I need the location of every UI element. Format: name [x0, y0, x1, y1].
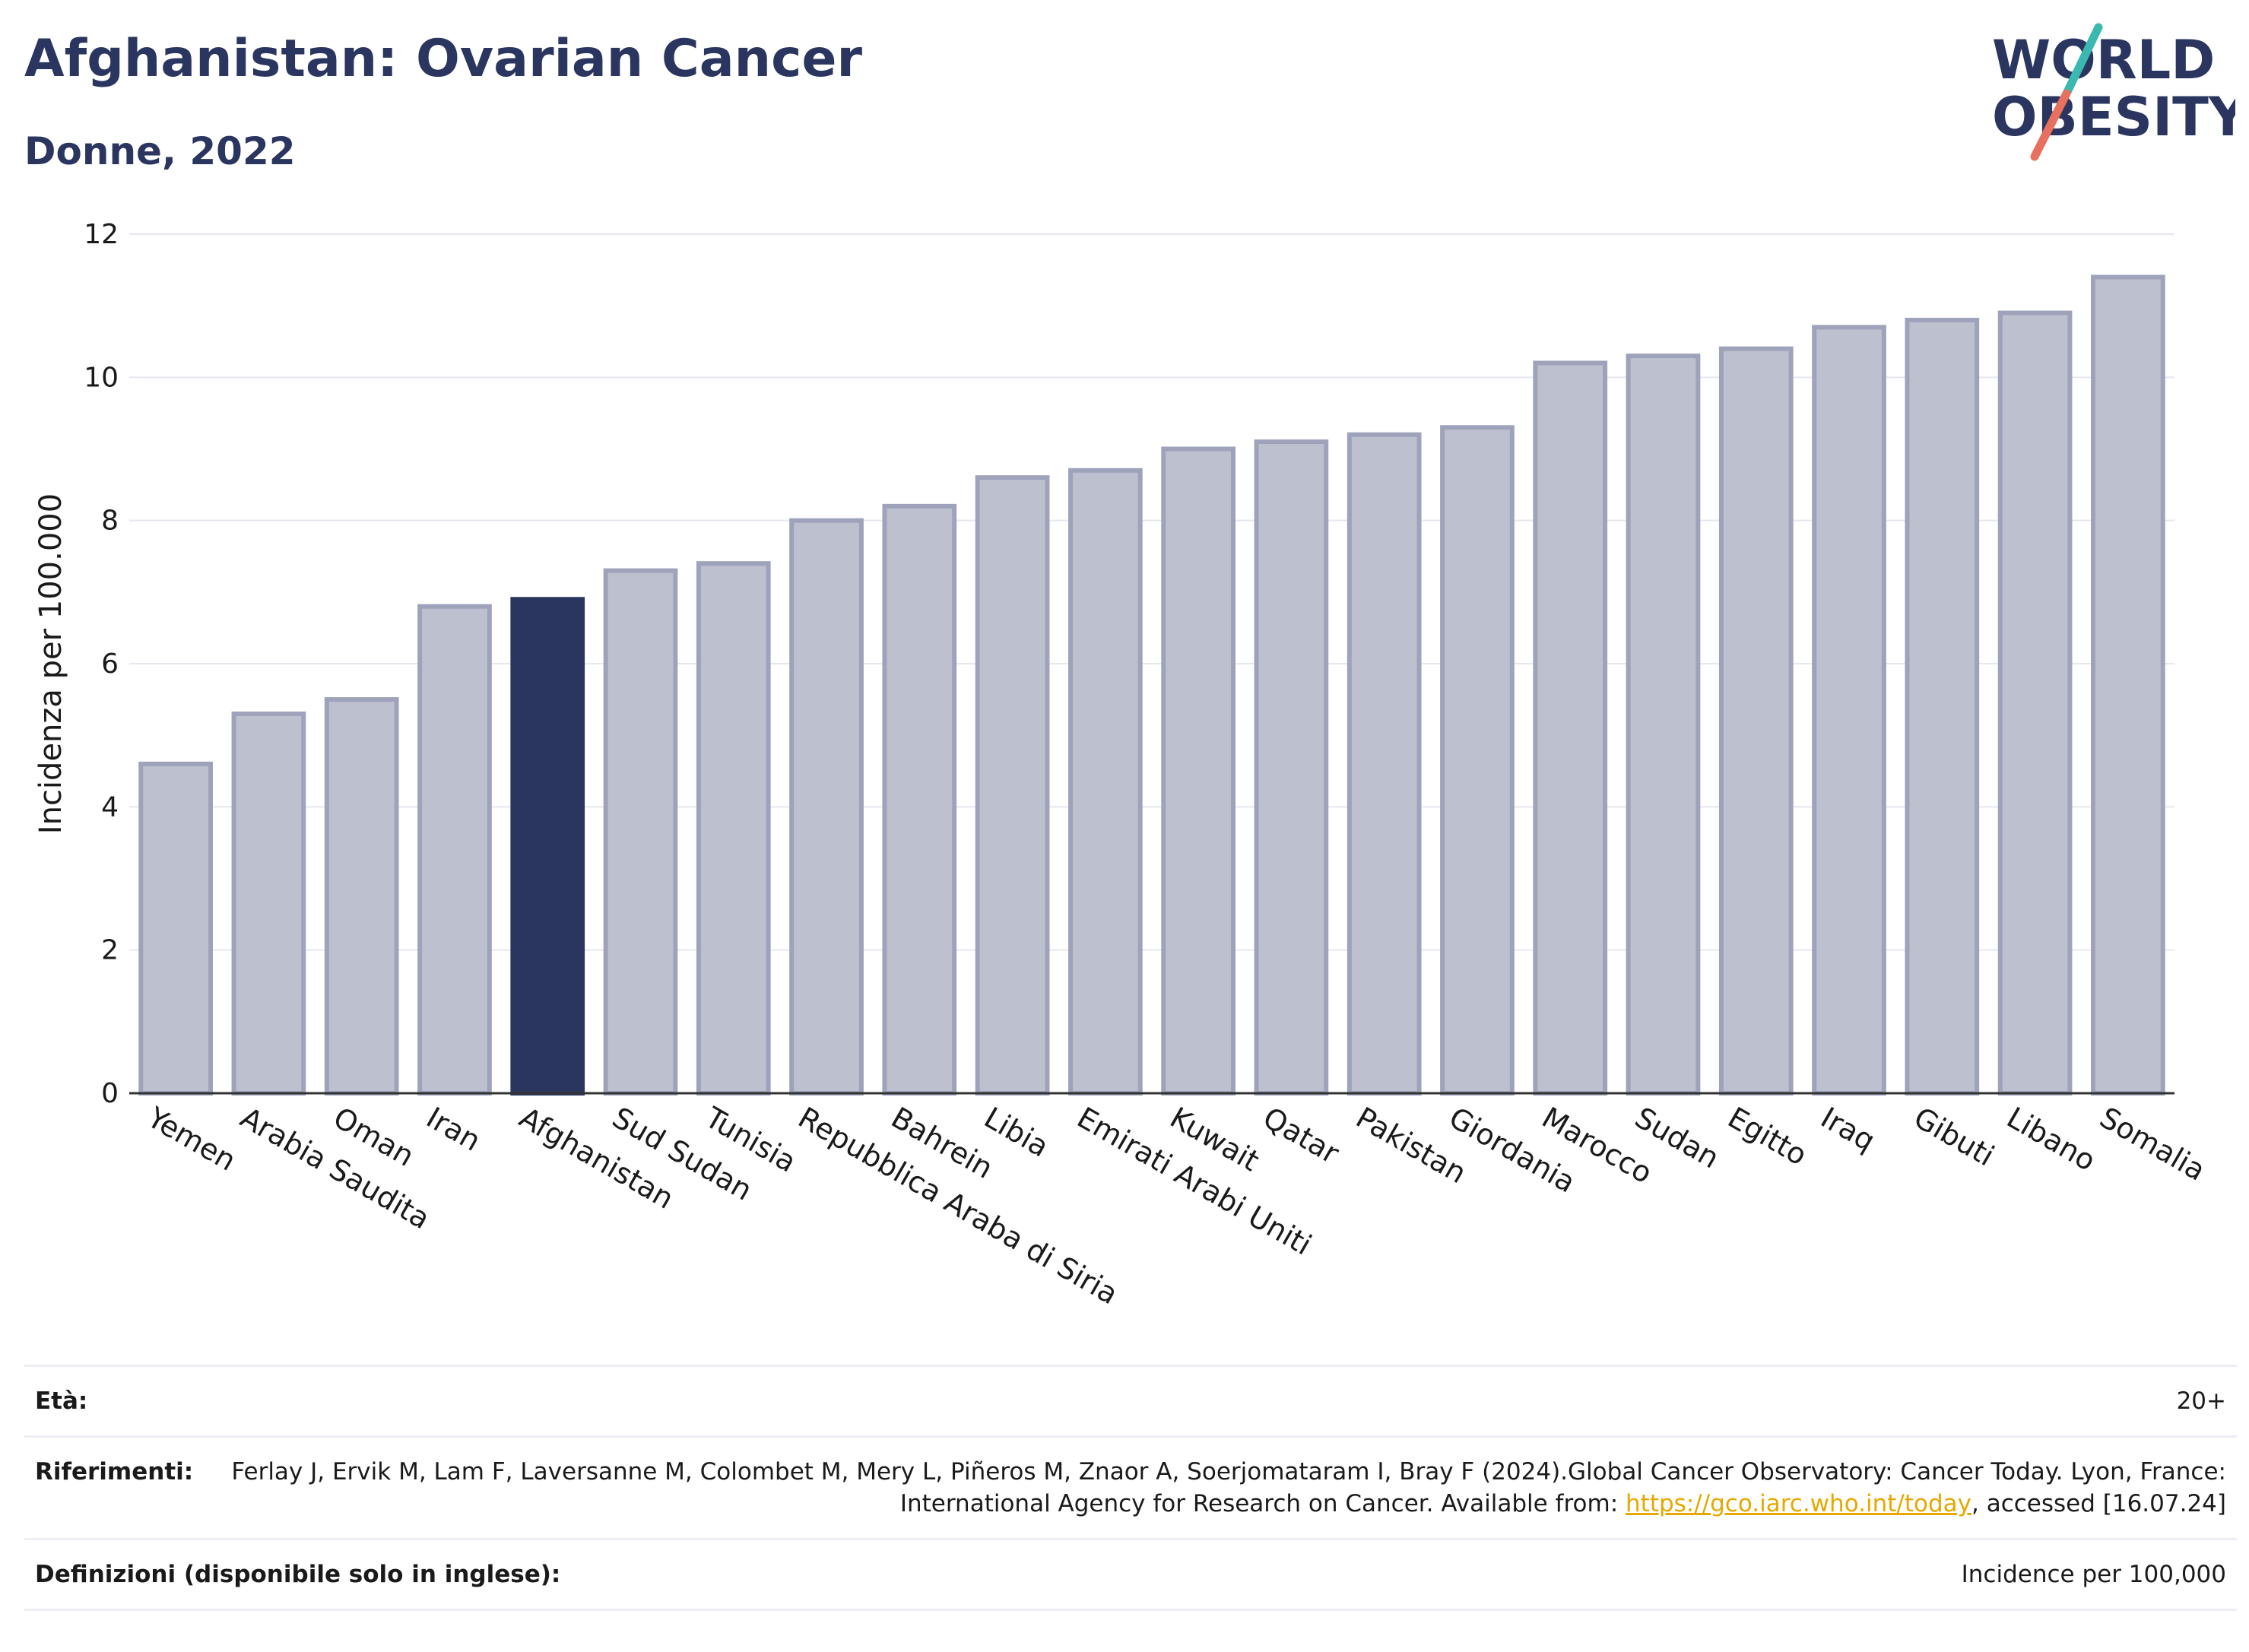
bar-sudan — [1626, 354, 1701, 1096]
definitions-label: Definizioni (disponibile solo in inglese… — [35, 1561, 561, 1588]
x-tick-label: Somalia — [2094, 1101, 2211, 1187]
bar-somalia — [2091, 274, 2165, 1096]
bar-pakistan — [1347, 432, 1422, 1096]
definitions-value: Incidence per 100,000 — [1961, 1561, 2226, 1588]
bar-kuwait — [1161, 446, 1236, 1096]
bar-qatar — [1254, 439, 1329, 1096]
y-tick-label: 6 — [101, 648, 119, 680]
bar-marocco — [1533, 360, 1608, 1096]
bar-emirati-arabi-uniti — [1068, 468, 1143, 1096]
x-tick-label: Yemen — [141, 1100, 242, 1178]
meta-row-references: Riferimenti: Ferlay J, Ervik M, Lam F, L… — [24, 1438, 2237, 1540]
world-obesity-logo: WORLD OBESITY — [1992, 23, 2235, 161]
bar-arabia-saudita — [231, 711, 306, 1096]
y-axis-label: Incidenza per 100.000 — [33, 493, 68, 834]
age-value: 20+ — [2176, 1387, 2226, 1415]
y-tick-label: 12 — [84, 219, 119, 250]
bar-sud-sudan — [603, 568, 678, 1096]
bar-afghanistan — [510, 597, 585, 1096]
references-value: Ferlay J, Ervik M, Lam F, Laversanne M, … — [224, 1456, 2226, 1520]
x-tick-label: Iran — [420, 1101, 486, 1158]
y-tick-label: 4 — [101, 791, 119, 823]
bar-oman — [324, 697, 399, 1096]
meta-row-definitions: Definizioni (disponibile solo in inglese… — [24, 1540, 2237, 1611]
logo-line-1: WORLD — [1992, 29, 2215, 91]
bar-repubblica-araba-di-siria — [789, 518, 864, 1096]
x-tick-label: Iraq — [1816, 1101, 1881, 1158]
y-tick-label: 10 — [84, 362, 119, 393]
y-tick-label: 0 — [101, 1078, 119, 1109]
meta-row-age: Età: 20+ — [24, 1367, 2237, 1438]
chart-title: Afghanistan: Ovarian Cancer — [24, 29, 863, 89]
metadata-table: Età: 20+ Riferimenti: Ferlay J, Ervik M,… — [24, 1365, 2237, 1611]
age-label: Età: — [35, 1387, 88, 1415]
references-accessed: , accessed [16.07.24] — [1971, 1490, 2226, 1517]
references-link[interactable]: https://gco.iarc.who.int/today — [1626, 1490, 1971, 1517]
logo-line-2: OBESITY — [1992, 86, 2235, 148]
logo-slash-teal — [2062, 23, 2103, 98]
bar-libia — [975, 475, 1050, 1096]
y-tick-label: 8 — [101, 506, 119, 537]
logo-slash-coral — [2030, 89, 2071, 161]
bar-tunisia — [696, 561, 771, 1096]
references-label: Riferimenti: — [35, 1458, 194, 1486]
references-text: Ferlay J, Ervik M, Lam F, Laversanne M, … — [231, 1458, 2226, 1517]
chart-subtitle: Donne, 2022 — [24, 129, 296, 173]
x-tick-label: Libano — [2001, 1101, 2101, 1178]
bar-libano — [1997, 310, 2073, 1096]
bar-giordania — [1440, 425, 1515, 1096]
bar-gibuti — [1905, 318, 1980, 1096]
y-tick-label: 2 — [101, 935, 119, 966]
x-tick-label: Egitto — [1722, 1101, 1813, 1172]
bar-iran — [417, 604, 492, 1096]
bar-yemen — [138, 761, 213, 1096]
x-tick-label: Qatar — [1258, 1101, 1345, 1171]
bar-egitto — [1718, 346, 1794, 1096]
x-tick-label: Gibuti — [1908, 1101, 2000, 1173]
bar-iraq — [1812, 325, 1886, 1096]
bar-bahrein — [882, 503, 957, 1096]
